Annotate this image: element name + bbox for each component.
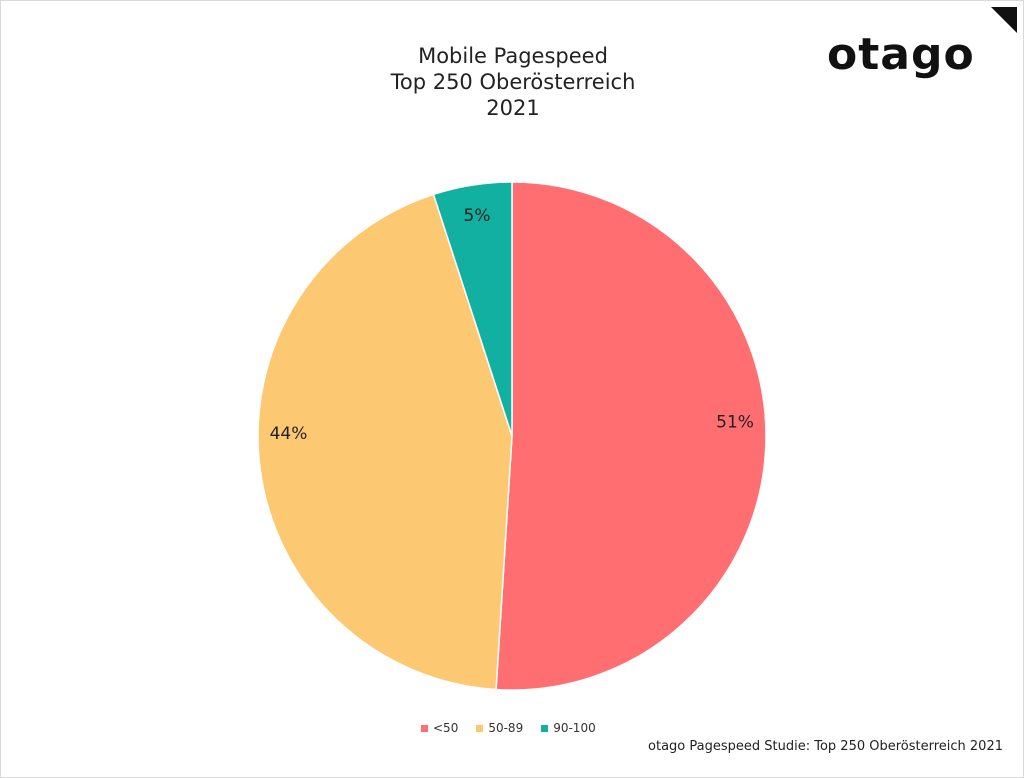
legend-label-lt50: <50 [433,721,459,735]
otago-logo: otago [821,7,1017,85]
chart-legend: <50 50-89 90-100 [421,721,596,735]
title-line-1: Mobile Pagespeed [418,44,608,68]
legend-label-50-89: 50-89 [488,721,524,735]
legend-swatch-90-100 [541,724,549,732]
legend-swatch-lt50 [421,724,428,732]
legend-swatch-50-89 [476,724,484,732]
legend-label-90-100: 90-100 [553,721,596,735]
slice-label-90-100: 5% [464,206,491,226]
chart-title: Mobile Pagespeed Top 250 Oberösterreich … [313,43,713,121]
slice-label-lt50: 51% [716,413,754,433]
legend-item-90-100: 90-100 [541,721,596,735]
title-line-2: Top 250 Oberösterreich [390,70,636,94]
slice-label-50-89: 44% [270,424,308,444]
pie-slice-50-89 [257,193,513,691]
pie-slice-90-100 [432,181,513,437]
source-note: otago Pagespeed Studie: Top 250 Oberöste… [648,739,1003,754]
pie-slice-lt50 [495,181,767,691]
legend-item-50-89: 50-89 [476,721,523,735]
logo-corner-triangle [991,7,1017,33]
legend-item-lt50: <50 [421,721,458,735]
logo-text: otago [827,29,975,80]
title-line-3: 2021 [486,96,540,120]
